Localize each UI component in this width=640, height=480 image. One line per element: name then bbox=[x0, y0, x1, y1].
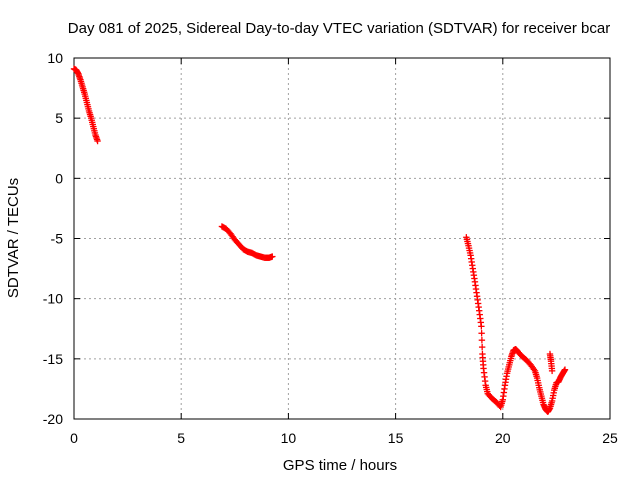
axis-ticks: 0 5 10 15 20 25 10 5 0 -5 -10 -15 -20 bbox=[43, 50, 618, 446]
data-point bbox=[269, 253, 276, 260]
x-tick-label: 25 bbox=[602, 430, 618, 446]
data-point bbox=[478, 336, 486, 344]
y-tick-label: -10 bbox=[43, 291, 63, 307]
grid bbox=[74, 58, 610, 419]
data-point bbox=[94, 137, 101, 145]
x-axis-label: GPS time / hours bbox=[283, 457, 397, 474]
y-tick-label: 0 bbox=[55, 170, 63, 186]
data-point bbox=[561, 366, 569, 373]
data-point bbox=[478, 330, 485, 337]
data-point bbox=[478, 343, 486, 351]
data-point bbox=[548, 367, 556, 375]
chart-title: Day 081 of 2025, Sidereal Day-to-day VTE… bbox=[68, 20, 610, 37]
x-tick-label: 5 bbox=[177, 430, 185, 446]
y-tick-label: 5 bbox=[55, 110, 63, 126]
y-axis-label: SDTVAR / TECUs bbox=[5, 178, 22, 298]
y-tick-label: -15 bbox=[43, 351, 63, 367]
data-points bbox=[70, 65, 569, 415]
y-tick-label: -20 bbox=[43, 411, 63, 427]
y-tick-label: 10 bbox=[47, 50, 63, 66]
x-tick-label: 20 bbox=[495, 430, 511, 446]
x-tick-label: 0 bbox=[70, 430, 78, 446]
y-tick-label: -5 bbox=[51, 231, 64, 247]
data-point bbox=[478, 323, 485, 330]
x-tick-label: 15 bbox=[388, 430, 404, 446]
x-tick-label: 10 bbox=[281, 430, 297, 446]
